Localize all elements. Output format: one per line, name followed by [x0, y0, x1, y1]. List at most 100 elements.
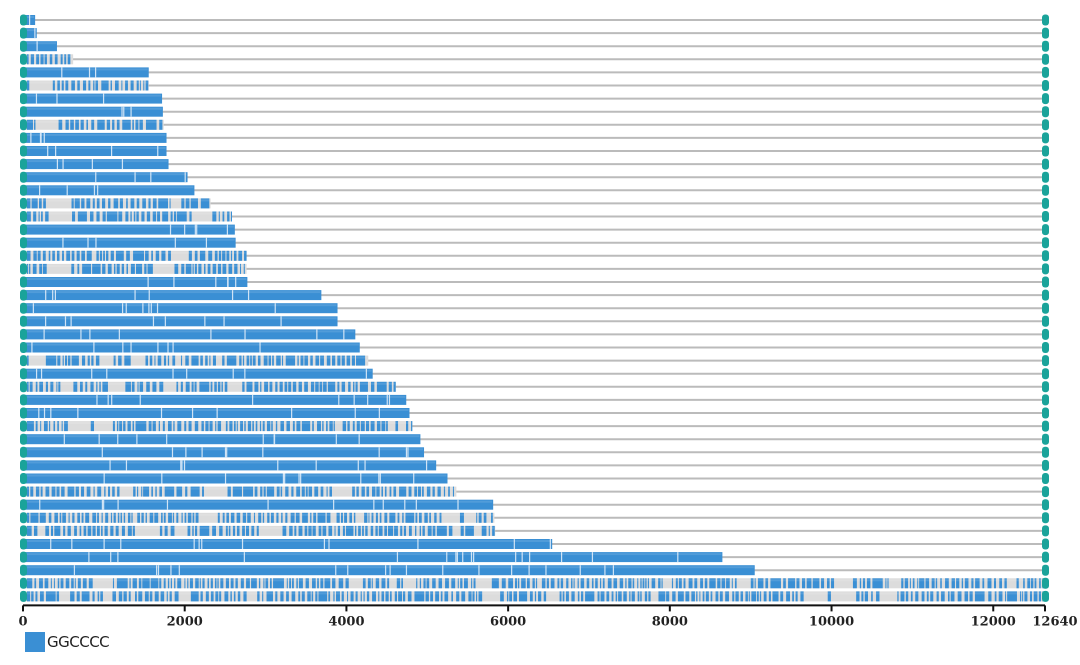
motif-hit [112, 486, 115, 497]
motif-hit [361, 486, 365, 497]
bar-highlight [24, 409, 409, 411]
motif-hit [58, 381, 61, 392]
motif-hit [82, 578, 87, 589]
motif-hit [194, 250, 198, 261]
motif-hit [189, 211, 192, 222]
motif-hit [27, 54, 29, 65]
motif-hit [372, 486, 376, 497]
motif-hit [623, 591, 627, 602]
motif-hit [117, 512, 120, 523]
motif-gap [277, 460, 279, 471]
motif-hit [405, 512, 415, 523]
motif-hit [181, 512, 183, 523]
motif-gap [405, 447, 408, 458]
motif-hit [217, 578, 219, 589]
motif-gap [50, 408, 52, 418]
motif-hit [940, 578, 942, 589]
motif-hit [168, 250, 171, 261]
motif-hit [254, 381, 259, 392]
sequence-end-cap [1042, 158, 1049, 170]
motif-gap [174, 237, 176, 248]
motif-hit [500, 591, 504, 602]
motif-hit [337, 355, 341, 366]
motif-hit [508, 578, 514, 589]
motif-hit [169, 591, 172, 602]
motif-hit [180, 381, 183, 392]
motif-hit [122, 119, 131, 130]
motif-hit [290, 512, 295, 523]
motif-hit [347, 591, 349, 602]
motif-gap [98, 434, 100, 445]
motif-gap [43, 132, 45, 143]
motif-gap [511, 565, 513, 576]
motif-hit [217, 381, 221, 392]
motif-hit [286, 578, 288, 589]
motif-hit [209, 421, 213, 432]
motif-hit [375, 525, 378, 536]
motif-hit [644, 591, 648, 602]
motif-hit [328, 525, 333, 536]
motif-hit [49, 421, 51, 432]
motif-hit [106, 250, 109, 261]
motif-hit [267, 512, 270, 523]
motif-hit [176, 381, 179, 392]
motif-hit [691, 591, 695, 602]
motif-hit [245, 525, 250, 536]
motif-hit [49, 54, 53, 65]
motif-gap [161, 473, 163, 484]
motif-hit [71, 80, 75, 91]
motif-gap [223, 316, 225, 327]
sequence-start-cap [20, 564, 27, 576]
motif-bar [23, 368, 373, 379]
motif-hit [862, 578, 866, 589]
motif-hit [27, 250, 31, 261]
motif-hit [666, 591, 670, 602]
motif-hit [233, 421, 236, 432]
motif-hit [210, 591, 214, 602]
motif-hit [148, 421, 152, 432]
motif-hit [945, 578, 949, 589]
motif-bar [23, 408, 410, 418]
motif-hit [236, 512, 241, 523]
motif-hit [308, 486, 313, 497]
motif-gap [106, 368, 108, 379]
motif-hit [190, 486, 200, 497]
motif-hit [139, 80, 141, 91]
motif-hit [353, 381, 355, 392]
motif-hit [355, 591, 358, 602]
motif-hit [255, 421, 258, 432]
motif-hit [222, 211, 225, 222]
motif-hit [157, 355, 162, 366]
motif-bar [23, 499, 494, 510]
motif-hit [212, 525, 216, 536]
motif-gap [102, 93, 105, 104]
legend-label: GGCCCC [47, 633, 110, 651]
motif-gap [89, 329, 91, 340]
motif-hit [67, 54, 71, 65]
sequence-start-cap [20, 328, 27, 340]
motif-gap [677, 552, 679, 563]
sequence-end-cap [1042, 407, 1049, 419]
motif-hit [212, 263, 217, 274]
motif-hit [222, 355, 225, 366]
motif-hit [677, 591, 684, 602]
motif-hit [310, 381, 315, 392]
sequence-end-cap [1042, 577, 1049, 589]
motif-hit [637, 578, 639, 589]
motif-bar [23, 316, 338, 327]
motif-hit [370, 421, 375, 432]
motif-gap [109, 460, 111, 471]
motif-hit [243, 591, 247, 602]
motif-hit [276, 355, 281, 366]
sequence-end-cap [1042, 119, 1049, 131]
motif-hit [642, 578, 645, 589]
motif-gap [354, 408, 356, 418]
motif-hit [675, 578, 678, 589]
motif-hit [1027, 578, 1031, 589]
motif-gap [150, 172, 152, 183]
motif-hit [159, 381, 164, 392]
motif-gap [347, 565, 349, 576]
motif-hit [83, 525, 87, 536]
sequence-start-cap [20, 459, 27, 471]
